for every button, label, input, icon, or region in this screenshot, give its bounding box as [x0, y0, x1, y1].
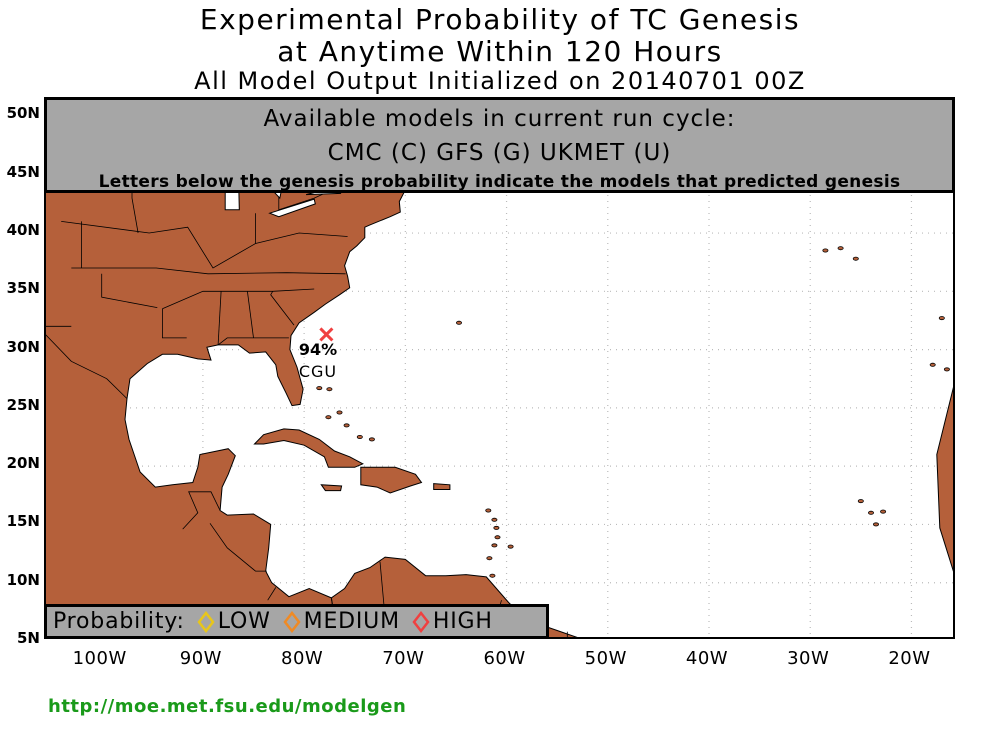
island: [356, 434, 363, 439]
island: [489, 573, 496, 578]
island: [368, 437, 375, 442]
island: [336, 410, 343, 415]
island: [325, 415, 332, 420]
island: [455, 320, 462, 325]
lat-label: 25N: [6, 395, 40, 414]
legend-item-medium: MEDIUM: [283, 609, 400, 634]
diamond-icon: [283, 610, 301, 633]
border-line: [162, 288, 315, 310]
border-line: [46, 334, 128, 399]
probability-legend: Probability: LOW MEDIUM HIGH: [44, 604, 549, 639]
island: [491, 543, 498, 548]
models-panel-note: Letters below the genesis probability in…: [98, 172, 901, 192]
land-jamaica: [320, 484, 343, 492]
title-line-2: at Anytime Within 120 Hours: [277, 35, 723, 68]
border-line: [101, 273, 158, 308]
lake: [268, 198, 316, 218]
island: [507, 544, 514, 549]
lat-label: 10N: [6, 570, 40, 589]
lon-label: 90W: [179, 648, 222, 669]
lon-label: 40W: [685, 648, 729, 669]
storm-x-mark: [319, 327, 334, 342]
island: [929, 362, 936, 367]
lat-label: 45N: [6, 162, 40, 181]
border-line: [209, 523, 267, 572]
land-cuba: [253, 428, 364, 468]
lon-label: 100W: [72, 648, 127, 669]
land-africa: [936, 386, 953, 572]
border-line: [217, 291, 222, 345]
island: [494, 535, 501, 540]
legend-title: Probability:: [53, 609, 185, 634]
border-line: [162, 308, 187, 339]
lon-label: 60W: [483, 648, 526, 669]
island: [822, 248, 829, 253]
lon-label: 50W: [584, 648, 627, 669]
lat-label: 40N: [6, 221, 40, 240]
border-line: [61, 221, 348, 269]
lon-label: 70W: [382, 648, 425, 669]
island: [852, 256, 859, 261]
island: [943, 367, 950, 372]
border-line: [270, 291, 295, 326]
border-line: [182, 491, 221, 530]
legend-item-high: HIGH: [412, 609, 493, 634]
lat-label: 50N: [6, 104, 40, 123]
diamond-icon: [412, 610, 430, 633]
island: [491, 517, 498, 522]
island: [326, 387, 333, 392]
lat-label: 20N: [6, 454, 40, 473]
lon-label: 80W: [281, 648, 324, 669]
lat-label: 30N: [6, 337, 40, 356]
lat-label: 5N: [17, 629, 40, 647]
land-puerto-rico: [433, 483, 451, 490]
models-panel: Available models in current run cycle: C…: [44, 97, 955, 193]
storm-probability: 94%: [298, 340, 338, 359]
models-panel-list: CMC (C) GFS (G) UKMET (U): [327, 140, 672, 166]
lon-label: 20W: [888, 648, 931, 669]
diamond-icon: [197, 610, 215, 633]
lon-label: 30W: [787, 648, 830, 669]
models-panel-title: Available models in current run cycle:: [263, 106, 736, 132]
island: [837, 246, 844, 251]
island: [873, 522, 880, 527]
land-hispaniola: [360, 466, 423, 494]
island: [938, 316, 945, 321]
title-line-1: Experimental Probability of TC Genesis: [199, 3, 801, 36]
storm-models: CGU: [298, 362, 338, 381]
island: [493, 525, 500, 530]
island: [485, 508, 492, 513]
island: [857, 499, 864, 504]
border-line: [267, 587, 277, 601]
lat-label: 15N: [6, 512, 40, 531]
island: [880, 509, 887, 514]
border-line: [247, 291, 254, 338]
island: [343, 423, 350, 428]
border-line: [217, 337, 254, 346]
border-line: [71, 267, 346, 275]
storm-marker-layer: [319, 327, 334, 342]
title-line-3: All Model Output Initialized on 20140701…: [194, 67, 806, 95]
legend-item-low: LOW: [197, 609, 271, 634]
island: [868, 510, 875, 515]
island: [316, 386, 323, 391]
source-url-link[interactable]: http://moe.met.fsu.edu/modelgen: [48, 696, 407, 717]
lat-label: 35N: [6, 279, 40, 298]
island: [954, 373, 955, 376]
island: [486, 556, 493, 561]
